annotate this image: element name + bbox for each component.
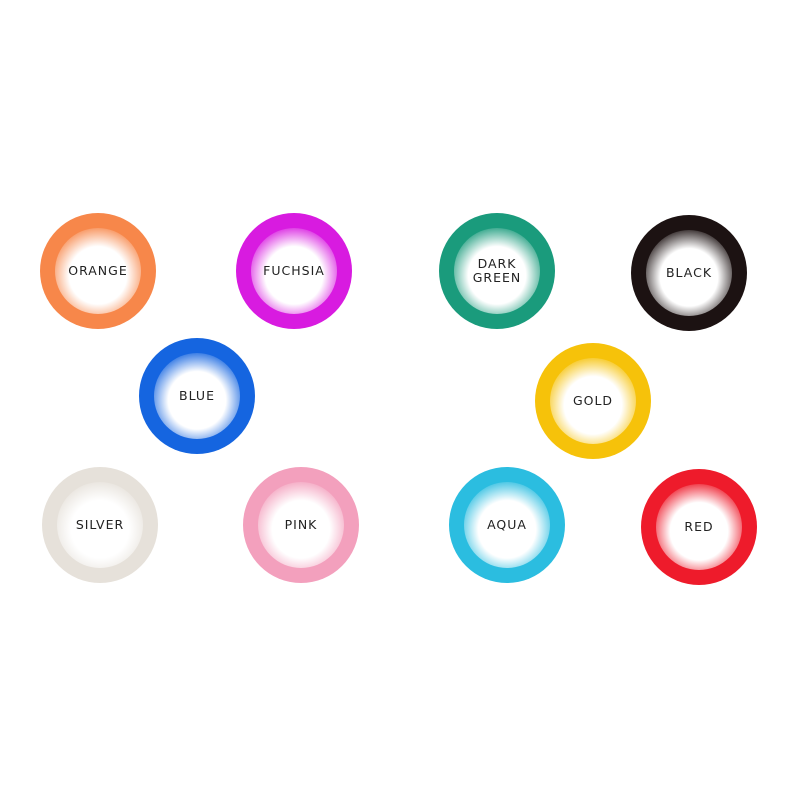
swatch-label: FUCHSIA [263, 263, 325, 278]
swatch-label: PINK [284, 517, 318, 532]
swatch-center [646, 230, 732, 316]
swatch-center [57, 482, 143, 568]
color-swatch-silver: SILVER [42, 467, 158, 583]
color-swatch-red: RED [641, 469, 757, 585]
color-swatch-black: BLACK [631, 215, 747, 331]
swatch-center [55, 228, 141, 314]
color-swatch-aqua: AQUA [449, 467, 565, 583]
color-swatch-fuchsia: FUCHSIA [236, 213, 352, 329]
swatch-label: SILVER [75, 517, 125, 532]
swatch-center [251, 228, 337, 314]
swatch-label: ORANGE [68, 263, 128, 278]
swatch-label: DARK GREEN [472, 256, 522, 285]
color-swatch-blue: BLUE [139, 338, 255, 454]
swatch-center [258, 482, 344, 568]
color-swatch-dark-green: DARK GREEN [439, 213, 555, 329]
color-swatch-gold: GOLD [535, 343, 651, 459]
swatch-label: AQUA [487, 517, 527, 532]
swatch-label: BLUE [179, 388, 215, 403]
swatch-center [154, 353, 240, 439]
swatch-center [656, 484, 742, 570]
swatch-label: GOLD [572, 393, 614, 408]
swatch-center [464, 482, 550, 568]
swatch-center [550, 358, 636, 444]
swatch-label: BLACK [665, 265, 713, 280]
swatch-label: RED [684, 519, 714, 534]
color-swatch-orange: ORANGE [40, 213, 156, 329]
color-swatch-pink: PINK [243, 467, 359, 583]
swatch-center [454, 228, 540, 314]
